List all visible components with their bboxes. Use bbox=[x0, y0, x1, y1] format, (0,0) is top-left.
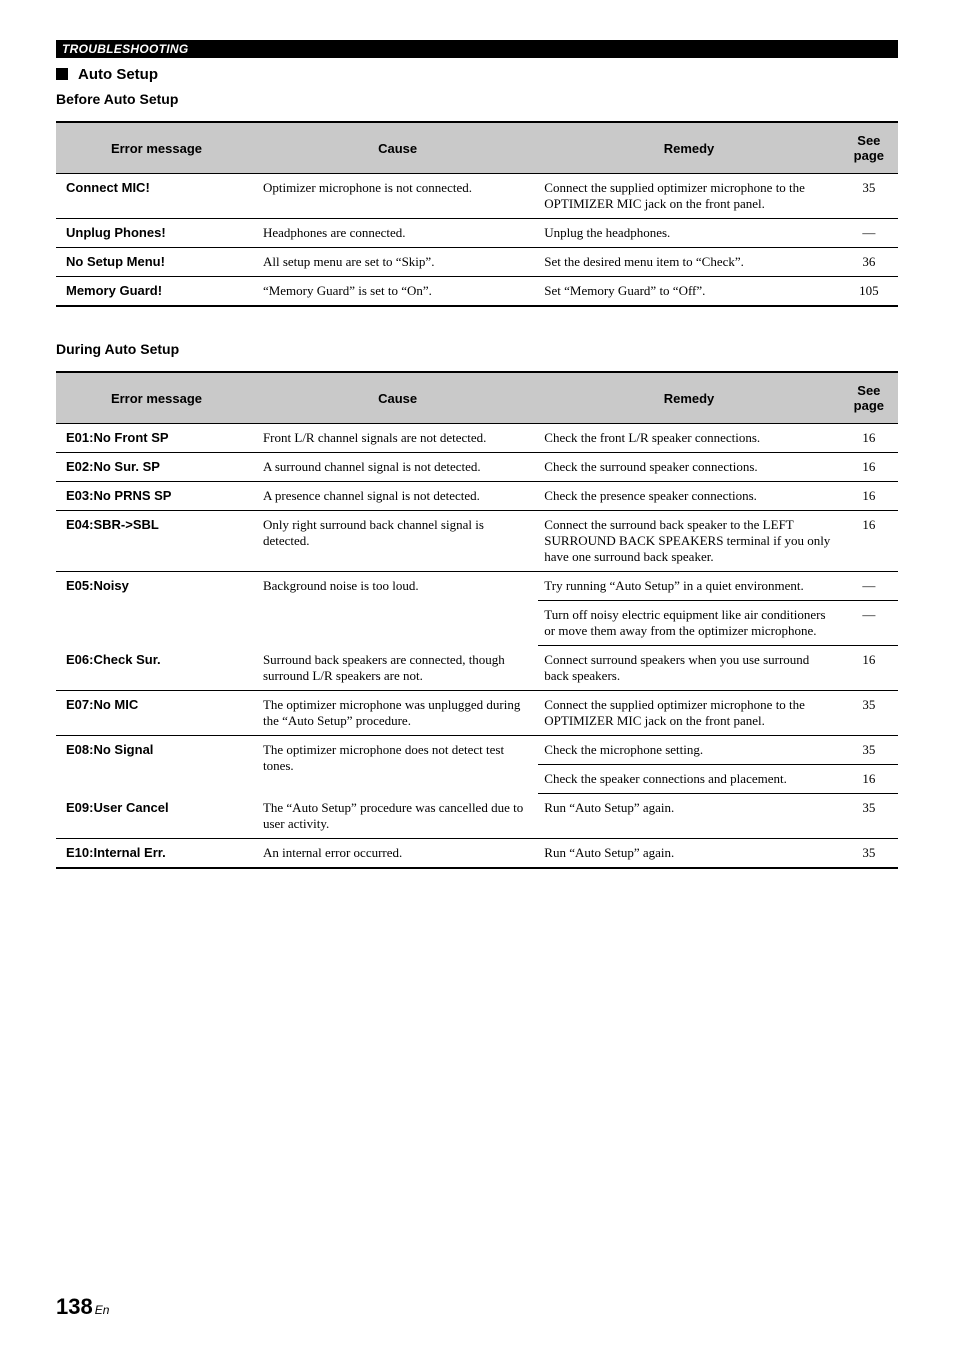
subtitle-during: During Auto Setup bbox=[56, 341, 898, 357]
page-number-lang: En bbox=[95, 1303, 110, 1317]
square-bullet-icon bbox=[56, 68, 68, 80]
table-row: E02:No Sur. SP A surround channel signal… bbox=[56, 453, 898, 482]
cell-error: Connect MIC! bbox=[56, 174, 257, 219]
cell-error: E05:Noisy bbox=[56, 572, 257, 646]
cell-error: E04:SBR->SBL bbox=[56, 511, 257, 572]
cell-remedy: Run “Auto Setup” again. bbox=[538, 794, 839, 839]
cell-cause: “Memory Guard” is set to “On”. bbox=[257, 277, 538, 307]
cell-cause: The optimizer microphone does not detect… bbox=[257, 736, 538, 794]
cell-remedy: Set “Memory Guard” to “Off”. bbox=[538, 277, 839, 307]
cell-remedy: Run “Auto Setup” again. bbox=[538, 838, 839, 868]
cell-cause: The “Auto Setup” procedure was cancelled… bbox=[257, 794, 538, 839]
table-row: E06:Check Sur. Surround back speakers ar… bbox=[56, 646, 898, 691]
table-row: Unplug Phones! Headphones are connected.… bbox=[56, 219, 898, 248]
cell-error: E08:No Signal bbox=[56, 736, 257, 794]
cell-error: No Setup Menu! bbox=[56, 248, 257, 277]
cell-cause: A presence channel signal is not detecte… bbox=[257, 482, 538, 511]
section-title-text: Auto Setup bbox=[78, 66, 158, 83]
cell-page: 16 bbox=[840, 646, 898, 691]
cell-remedy: Check the front L/R speaker connections. bbox=[538, 424, 839, 453]
table-row: No Setup Menu! All setup menu are set to… bbox=[56, 248, 898, 277]
subtitle-before: Before Auto Setup bbox=[56, 91, 898, 107]
cell-page: 105 bbox=[840, 277, 898, 307]
cell-remedy: Check the microphone setting. bbox=[538, 736, 839, 765]
table-row: E09:User Cancel The “Auto Setup” procedu… bbox=[56, 794, 898, 839]
cell-remedy: Unplug the headphones. bbox=[538, 219, 839, 248]
col-header-remedy: Remedy bbox=[538, 372, 839, 424]
cell-error: E01:No Front SP bbox=[56, 424, 257, 453]
cell-page: 35 bbox=[840, 691, 898, 736]
cell-page: — bbox=[840, 572, 898, 601]
table-row: E07:No MIC The optimizer microphone was … bbox=[56, 691, 898, 736]
col-header-error: Error message bbox=[56, 372, 257, 424]
cell-cause: The optimizer microphone was unplugged d… bbox=[257, 691, 538, 736]
table-row: E04:SBR->SBL Only right surround back ch… bbox=[56, 511, 898, 572]
cell-cause: Background noise is too loud. bbox=[257, 572, 538, 646]
cell-remedy: Try running “Auto Setup” in a quiet envi… bbox=[538, 572, 839, 601]
cell-page: — bbox=[840, 219, 898, 248]
table-during-auto-setup: Error message Cause Remedy See page E01:… bbox=[56, 371, 898, 869]
section-title: Auto Setup bbox=[56, 66, 898, 83]
cell-remedy: Connect the supplied optimizer microphon… bbox=[538, 174, 839, 219]
col-header-remedy: Remedy bbox=[538, 122, 839, 174]
cell-error: Memory Guard! bbox=[56, 277, 257, 307]
cell-remedy: Connect surround speakers when you use s… bbox=[538, 646, 839, 691]
table-row: E01:No Front SP Front L/R channel signal… bbox=[56, 424, 898, 453]
cell-page: 35 bbox=[840, 736, 898, 765]
col-header-cause: Cause bbox=[257, 372, 538, 424]
cell-page: 36 bbox=[840, 248, 898, 277]
cell-cause: An internal error occurred. bbox=[257, 838, 538, 868]
cell-remedy: Connect the supplied optimizer microphon… bbox=[538, 691, 839, 736]
cell-remedy: Check the surround speaker connections. bbox=[538, 453, 839, 482]
col-header-cause: Cause bbox=[257, 122, 538, 174]
cell-page: 16 bbox=[840, 453, 898, 482]
cell-remedy: Turn off noisy electric equipment like a… bbox=[538, 601, 839, 646]
cell-error: E10:Internal Err. bbox=[56, 838, 257, 868]
cell-page: 16 bbox=[840, 511, 898, 572]
cell-cause: All setup menu are set to “Skip”. bbox=[257, 248, 538, 277]
col-header-error: Error message bbox=[56, 122, 257, 174]
cell-error: E09:User Cancel bbox=[56, 794, 257, 839]
cell-page: 16 bbox=[840, 424, 898, 453]
cell-cause: Only right surround back channel signal … bbox=[257, 511, 538, 572]
table-row: E03:No PRNS SP A presence channel signal… bbox=[56, 482, 898, 511]
cell-page: 16 bbox=[840, 482, 898, 511]
cell-error: E02:No Sur. SP bbox=[56, 453, 257, 482]
page-number: 138En bbox=[56, 1294, 109, 1320]
table-row: Memory Guard! “Memory Guard” is set to “… bbox=[56, 277, 898, 307]
table-before-auto-setup: Error message Cause Remedy See page Conn… bbox=[56, 121, 898, 307]
table-row: E10:Internal Err. An internal error occu… bbox=[56, 838, 898, 868]
cell-page: 16 bbox=[840, 765, 898, 794]
table-row: Connect MIC! Optimizer microphone is not… bbox=[56, 174, 898, 219]
cell-cause: Surround back speakers are connected, th… bbox=[257, 646, 538, 691]
cell-error: E06:Check Sur. bbox=[56, 646, 257, 691]
cell-error: E07:No MIC bbox=[56, 691, 257, 736]
cell-remedy: Connect the surround back speaker to the… bbox=[538, 511, 839, 572]
cell-page: 35 bbox=[840, 174, 898, 219]
cell-cause: Headphones are connected. bbox=[257, 219, 538, 248]
col-header-page: See page bbox=[840, 122, 898, 174]
cell-page: — bbox=[840, 601, 898, 646]
cell-page: 35 bbox=[840, 794, 898, 839]
cell-cause: A surround channel signal is not detecte… bbox=[257, 453, 538, 482]
cell-error: E03:No PRNS SP bbox=[56, 482, 257, 511]
table-row: E05:Noisy Background noise is too loud. … bbox=[56, 572, 898, 601]
cell-page: 35 bbox=[840, 838, 898, 868]
chapter-header: TROUBLESHOOTING bbox=[56, 40, 898, 58]
page-number-value: 138 bbox=[56, 1294, 93, 1319]
table-row: E08:No Signal The optimizer microphone d… bbox=[56, 736, 898, 765]
cell-cause: Optimizer microphone is not connected. bbox=[257, 174, 538, 219]
cell-error: Unplug Phones! bbox=[56, 219, 257, 248]
cell-cause: Front L/R channel signals are not detect… bbox=[257, 424, 538, 453]
cell-remedy: Set the desired menu item to “Check”. bbox=[538, 248, 839, 277]
col-header-page: See page bbox=[840, 372, 898, 424]
cell-remedy: Check the speaker connections and placem… bbox=[538, 765, 839, 794]
cell-remedy: Check the presence speaker connections. bbox=[538, 482, 839, 511]
